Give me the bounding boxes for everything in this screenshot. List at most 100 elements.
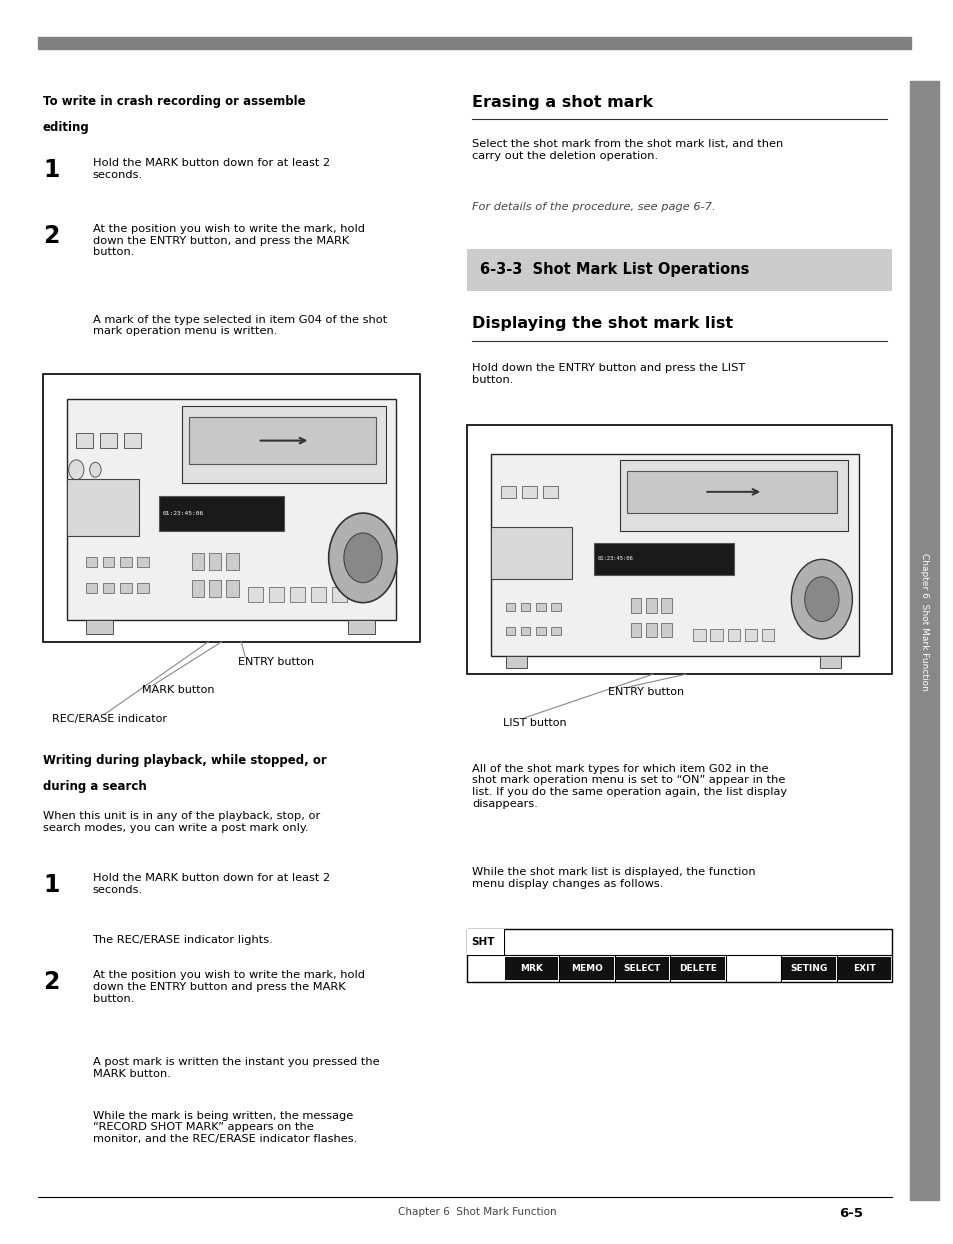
Bar	[290, 587, 305, 602]
Bar	[781, 957, 835, 980]
Bar	[615, 957, 668, 980]
Text: While the shot mark list is displayed, the function
menu display changes as foll: While the shot mark list is displayed, t…	[472, 867, 755, 888]
Text: EXIT: EXIT	[852, 964, 875, 973]
Text: editing: editing	[43, 121, 90, 133]
Bar	[619, 460, 846, 531]
Bar	[551, 602, 560, 611]
Bar	[467, 929, 891, 982]
Text: Select the shot mark from the shot mark list, and then
carry out the deletion op: Select the shot mark from the shot mark …	[472, 139, 782, 160]
Bar	[594, 542, 733, 575]
Bar	[311, 587, 326, 602]
Bar	[120, 583, 132, 593]
Bar	[744, 629, 757, 642]
Text: 1: 1	[43, 873, 59, 897]
Bar	[520, 602, 530, 611]
Bar	[559, 957, 613, 980]
Bar	[505, 602, 515, 611]
Text: 1: 1	[43, 158, 59, 182]
Text: Chapter 6  Shot Mark Function: Chapter 6 Shot Mark Function	[919, 554, 928, 690]
Bar	[521, 486, 537, 499]
Bar	[269, 587, 284, 602]
Text: A mark of the type selected in item G04 of the shot
mark operation menu is writt: A mark of the type selected in item G04 …	[92, 315, 386, 336]
Bar	[67, 399, 395, 620]
Bar	[660, 597, 671, 612]
Bar	[505, 656, 526, 668]
Bar	[626, 470, 836, 513]
Text: While the mark is being written, the message
“RECORD SHOT MARK” appears on the
m: While the mark is being written, the mes…	[92, 1111, 356, 1144]
Circle shape	[69, 460, 84, 480]
Circle shape	[791, 560, 852, 639]
Bar	[660, 622, 671, 637]
Text: MRK: MRK	[519, 964, 542, 973]
Bar	[467, 425, 891, 674]
Bar	[38, 37, 910, 49]
Bar	[103, 583, 114, 593]
Bar	[43, 374, 419, 642]
Text: Chapter 6  Shot Mark Function: Chapter 6 Shot Mark Function	[397, 1207, 556, 1217]
Text: At the position you wish to write the mark, hold
down the ENTRY button, and pres: At the position you wish to write the ma…	[92, 224, 364, 258]
Bar	[192, 552, 204, 570]
Bar	[67, 479, 139, 536]
Text: 6-5: 6-5	[839, 1207, 862, 1219]
Bar	[837, 957, 890, 980]
Bar	[86, 557, 97, 567]
Bar	[536, 627, 545, 636]
Bar	[226, 580, 238, 597]
Text: Erasing a shot mark: Erasing a shot mark	[472, 95, 653, 109]
Bar	[226, 552, 238, 570]
Text: 01:23:45:06: 01:23:45:06	[162, 511, 203, 516]
Text: 2: 2	[43, 970, 59, 994]
Bar	[182, 406, 386, 483]
Text: 2: 2	[43, 224, 59, 248]
Text: 6-3-3  Shot Mark List Operations: 6-3-3 Shot Mark List Operations	[479, 262, 748, 277]
Bar	[542, 486, 558, 499]
Bar	[86, 620, 112, 634]
Bar	[348, 620, 375, 634]
Bar	[670, 957, 724, 980]
Bar	[645, 622, 656, 637]
Bar	[761, 629, 774, 642]
Bar	[192, 580, 204, 597]
Text: Hold the MARK button down for at least 2
seconds.: Hold the MARK button down for at least 2…	[92, 873, 330, 894]
Text: The REC/ERASE indicator lights.: The REC/ERASE indicator lights.	[92, 935, 273, 945]
Bar	[467, 249, 891, 291]
Bar	[504, 957, 558, 980]
Text: Hold the MARK button down for at least 2
seconds.: Hold the MARK button down for at least 2…	[92, 158, 330, 179]
Text: DELETE: DELETE	[679, 964, 716, 973]
Bar	[100, 433, 117, 448]
Text: For details of the procedure, see page 6-7.: For details of the procedure, see page 6…	[472, 202, 715, 211]
Bar	[710, 629, 722, 642]
Bar	[536, 602, 545, 611]
Text: To write in crash recording or assemble: To write in crash recording or assemble	[43, 95, 305, 107]
Text: 01:23:45:06: 01:23:45:06	[598, 556, 633, 561]
Text: When this unit is in any of the playback, stop, or
search modes, you can write a: When this unit is in any of the playback…	[43, 811, 320, 832]
Text: SETING: SETING	[789, 964, 826, 973]
Bar	[120, 557, 132, 567]
Bar	[491, 526, 572, 578]
Bar	[137, 557, 149, 567]
Bar	[909, 81, 938, 1200]
Bar	[491, 454, 858, 656]
Text: Hold down the ENTRY button and press the LIST
button.: Hold down the ENTRY button and press the…	[472, 363, 744, 384]
Bar	[520, 627, 530, 636]
Text: during a search: during a search	[43, 780, 147, 792]
Text: All of the shot mark types for which item G02 in the
shot mark operation menu is: All of the shot mark types for which ite…	[472, 764, 786, 809]
Bar	[189, 418, 375, 464]
Text: Displaying the shot mark list: Displaying the shot mark list	[472, 316, 733, 331]
Text: At the position you wish to write the mark, hold
down the ENTRY button and press: At the position you wish to write the ma…	[92, 970, 364, 1004]
Text: SELECT: SELECT	[623, 964, 660, 973]
Text: MEMO: MEMO	[571, 964, 602, 973]
Circle shape	[90, 463, 101, 478]
Bar	[630, 597, 640, 612]
Bar	[137, 583, 149, 593]
Circle shape	[344, 532, 381, 582]
Bar	[86, 583, 97, 593]
Circle shape	[804, 577, 839, 622]
Text: ENTRY button: ENTRY button	[237, 657, 314, 667]
Bar	[103, 557, 114, 567]
Bar	[505, 627, 515, 636]
Text: REC/ERASE indicator: REC/ERASE indicator	[52, 714, 168, 724]
Bar	[332, 587, 347, 602]
Bar	[551, 627, 560, 636]
Text: MARK button: MARK button	[142, 685, 214, 695]
